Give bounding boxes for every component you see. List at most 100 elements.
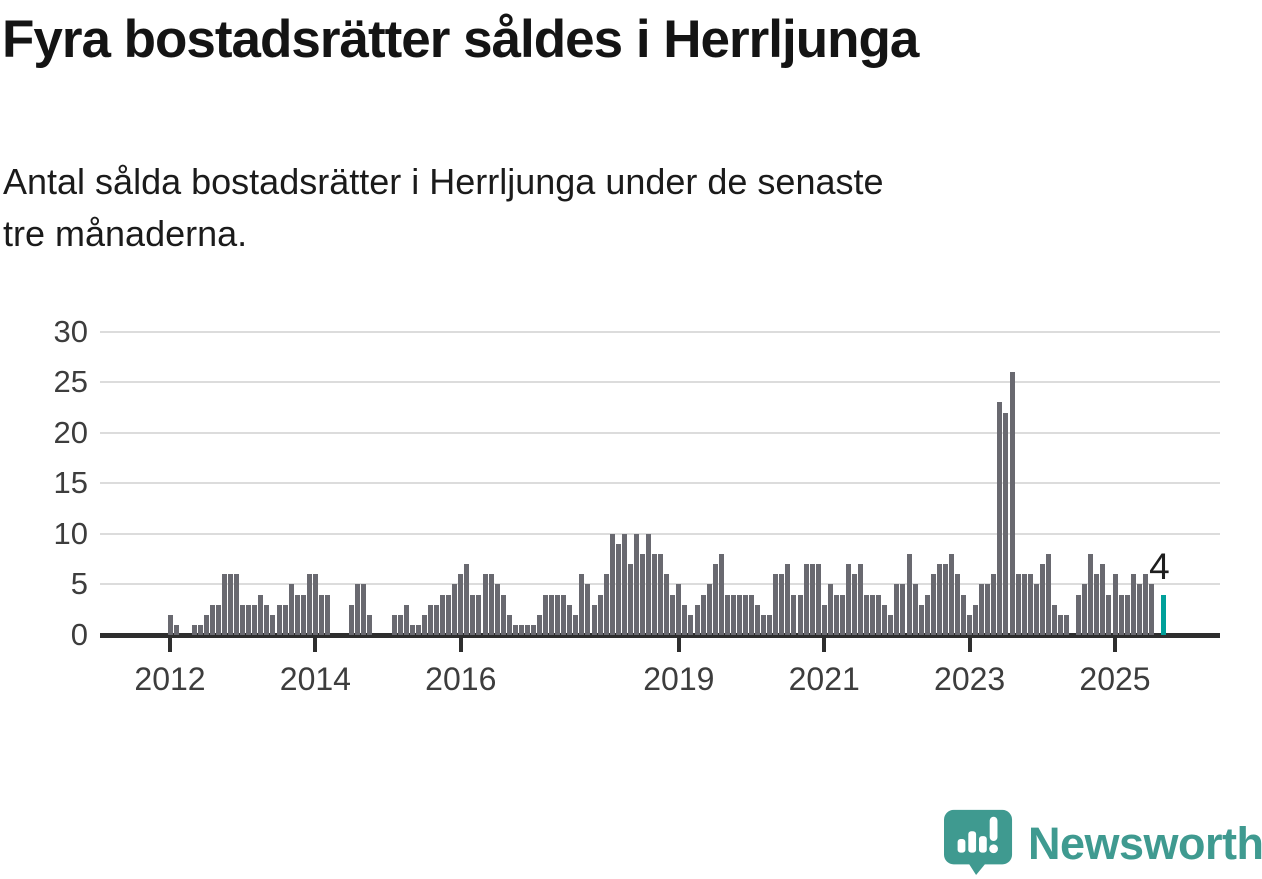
- y-gridline: [100, 330, 1220, 333]
- bar: [930, 574, 936, 635]
- bar: [276, 604, 282, 635]
- bar: [1106, 594, 1112, 635]
- bar: [961, 594, 967, 635]
- bar: [1027, 574, 1033, 635]
- bar: [403, 604, 409, 635]
- bar: [300, 594, 306, 635]
- bar: [742, 594, 748, 635]
- bar: [421, 614, 427, 635]
- bar: [1033, 584, 1039, 635]
- bar: [318, 594, 324, 635]
- bar: [712, 564, 718, 635]
- x-tick-label: 2021: [788, 661, 860, 697]
- bar: [397, 614, 403, 635]
- bar: [585, 584, 591, 635]
- y-gridline: [100, 532, 1220, 535]
- bar: [167, 614, 173, 635]
- bar: [258, 594, 264, 635]
- bar: [827, 584, 833, 635]
- bar: [597, 594, 603, 635]
- bar: [312, 574, 318, 635]
- bar: [349, 604, 355, 635]
- bar: [325, 594, 330, 635]
- bar: [452, 584, 458, 635]
- bar: [730, 594, 736, 635]
- bar: [306, 574, 312, 635]
- y-tick-label: 30: [53, 313, 88, 349]
- bar: [1082, 584, 1088, 635]
- bar: [652, 554, 658, 635]
- bar: [682, 604, 688, 635]
- bar: [664, 574, 670, 635]
- bar: [773, 574, 779, 635]
- bar: [845, 564, 851, 635]
- bar: [288, 584, 294, 635]
- bar: [924, 594, 930, 635]
- y-tick-label: 25: [53, 364, 88, 400]
- bar: [1094, 574, 1100, 635]
- x-tick-label: 2023: [934, 661, 1006, 697]
- bar: [246, 604, 252, 635]
- bar: [549, 594, 555, 635]
- bar: [240, 604, 246, 635]
- bar: [367, 614, 373, 635]
- bar: [476, 594, 482, 635]
- bar: [464, 564, 470, 635]
- newsworthy-logo: Newsworthy: [944, 808, 1262, 879]
- chart-subtitle-line1: Antal sålda bostadsrätter i Herrljunga u…: [3, 161, 884, 202]
- bar: [1076, 594, 1082, 635]
- bar: [591, 604, 597, 635]
- newsworthy-chart-speech-bubble-icon: [944, 806, 1014, 879]
- bar: [1064, 614, 1070, 635]
- bar: [724, 594, 730, 635]
- bar: [222, 574, 228, 635]
- y-gridline: [100, 381, 1220, 384]
- y-gridline: [100, 431, 1220, 434]
- bar: [173, 624, 179, 635]
- bar: [264, 604, 270, 635]
- bar: [615, 543, 621, 635]
- y-gridline: [100, 482, 1220, 485]
- x-tick-label: 2019: [643, 661, 715, 697]
- bar: [579, 574, 585, 635]
- bar: [640, 554, 645, 635]
- bar: [906, 554, 912, 635]
- bar: [1118, 594, 1124, 635]
- x-axis-line: [100, 633, 1220, 638]
- bar: [1057, 614, 1063, 635]
- bar: [537, 614, 543, 635]
- bar: [197, 624, 203, 635]
- bar: [203, 614, 209, 635]
- bar: [736, 594, 742, 635]
- bar: [646, 533, 652, 635]
- bar: [936, 564, 942, 635]
- bar: [512, 624, 518, 635]
- x-axis-tick: [168, 638, 172, 652]
- chart-subtitle: Antal sålda bostadsrätter i Herrljunga u…: [3, 156, 1223, 260]
- newsworthy-wordmark: Newsworthy: [1028, 817, 1262, 869]
- bar: [1045, 554, 1051, 635]
- y-tick-label: 0: [70, 617, 88, 652]
- x-axis-tick: [1113, 638, 1117, 652]
- x-tick-label: 2025: [1079, 661, 1151, 697]
- y-tick-label: 15: [53, 465, 88, 501]
- bar: [524, 624, 530, 635]
- bar: [955, 574, 960, 635]
- bar: [530, 624, 536, 635]
- bar: [918, 604, 924, 635]
- bar: [1088, 554, 1094, 635]
- bar: [361, 584, 367, 635]
- bar: [912, 584, 918, 635]
- bar: [670, 594, 676, 635]
- bar: [391, 614, 397, 635]
- bar: [573, 614, 579, 635]
- y-tick-label: 20: [53, 414, 88, 450]
- x-tick-label: 2016: [425, 661, 497, 697]
- bar: [688, 614, 694, 635]
- bar: [252, 604, 258, 635]
- x-axis-tick: [822, 638, 827, 652]
- bar: [821, 604, 827, 635]
- bar: [797, 594, 803, 635]
